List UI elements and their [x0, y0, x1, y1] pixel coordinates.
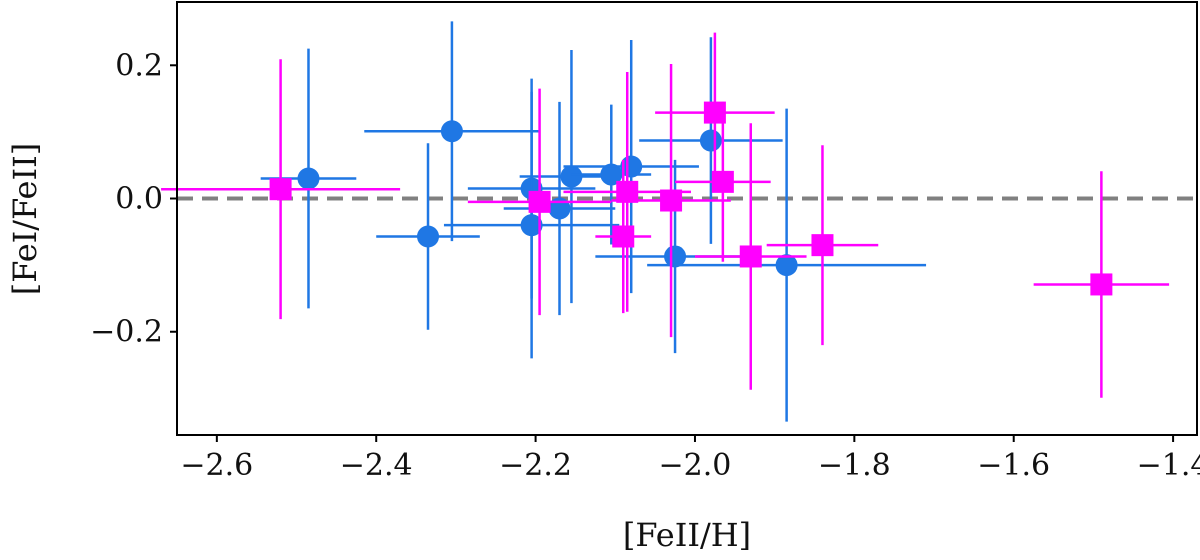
- data-point: [611, 63, 731, 338]
- circle-marker: [600, 163, 623, 186]
- x-tick-label: −2.6: [180, 448, 253, 483]
- data-point: [675, 101, 771, 262]
- data-point: [647, 108, 927, 422]
- square-marker: [612, 225, 635, 248]
- circle-marker: [664, 245, 687, 268]
- data-point: [694, 123, 807, 390]
- circle-marker: [417, 225, 440, 248]
- y-axis-label: [FeI/FeII]: [6, 143, 44, 295]
- square-marker: [703, 101, 726, 124]
- square-marker: [528, 190, 551, 213]
- x-tick-label: −1.6: [977, 448, 1050, 483]
- circle-marker: [520, 214, 543, 237]
- data-point: [376, 143, 480, 330]
- plot-frame: [176, 1, 1198, 436]
- x-tick-label: −2.2: [499, 448, 572, 483]
- data-point: [443, 91, 620, 359]
- circle-marker: [775, 254, 798, 277]
- data-point: [639, 37, 783, 244]
- data-point: [161, 59, 401, 320]
- axis-ticks: −2.6 −2.4 −2.2 −2.0 −1.8 −1.6 −1.4 −0.2 0.0 0.2: [90, 48, 1200, 483]
- data-point: [571, 104, 652, 245]
- circle-marker: [440, 120, 463, 143]
- square-marker: [711, 170, 734, 193]
- data-point: [766, 145, 879, 346]
- square-marker: [1090, 273, 1113, 296]
- data-point: [364, 21, 540, 242]
- circle-marker: [620, 155, 643, 178]
- square-marker: [739, 245, 762, 268]
- circle-marker: [297, 167, 320, 190]
- y-tick-label: 0.0: [115, 182, 163, 217]
- x-tick-label: −1.8: [818, 448, 891, 483]
- data-point: [655, 32, 775, 193]
- square-marker: [616, 180, 639, 203]
- data-point: [563, 39, 699, 294]
- x-tick-label: −2.4: [340, 448, 413, 483]
- circle-marker: [699, 129, 722, 152]
- data-point: [503, 101, 616, 316]
- square-marker: [269, 178, 292, 201]
- square-marker: [660, 189, 683, 212]
- x-tick-label: −1.4: [1137, 448, 1200, 483]
- y-tick-label: −0.2: [90, 315, 163, 350]
- plot-data-layer: [161, 21, 1197, 422]
- data-point: [1033, 171, 1170, 398]
- square-marker: [811, 234, 834, 257]
- x-axis-label: [FeII/H]: [623, 516, 751, 554]
- x-tick-label: −2.0: [659, 448, 732, 483]
- circle-marker: [560, 165, 583, 188]
- data-point: [467, 88, 612, 316]
- y-tick-label: 0.2: [115, 48, 163, 83]
- data-point: [563, 71, 691, 312]
